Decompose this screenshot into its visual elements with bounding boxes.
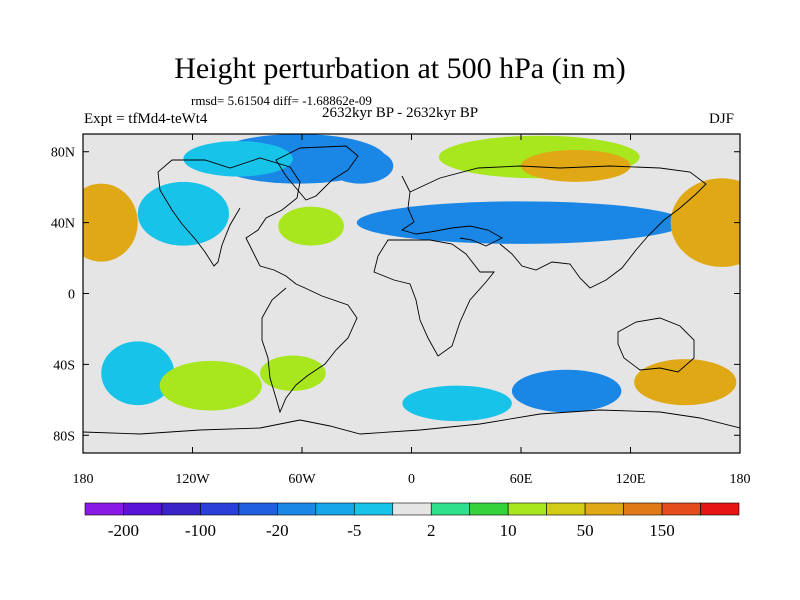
anomaly-south-pacific-high xyxy=(159,360,262,411)
colorbar-box xyxy=(661,502,701,516)
colorbar-label: -100 xyxy=(185,521,216,540)
coast-greenland xyxy=(275,145,359,201)
colorbar-box xyxy=(277,502,317,516)
anomaly-east-pacific-low xyxy=(137,181,229,246)
anomaly-antarctic-peninsula-high xyxy=(260,355,326,391)
x-tick-label: 180 xyxy=(730,472,751,487)
y-tick-label: 0 xyxy=(68,288,75,303)
anomaly-south-indian-low xyxy=(511,369,622,413)
colorbar-box xyxy=(161,502,201,516)
colorbar-box xyxy=(469,502,509,516)
colorbar-box xyxy=(392,502,432,516)
colorbar-box xyxy=(200,502,240,516)
x-tick-label: 60W xyxy=(288,472,316,487)
anomaly-south-atlantic-low xyxy=(402,385,512,422)
colorbar-box xyxy=(546,502,586,516)
colorbar-box xyxy=(507,502,547,516)
colorbar-label: 2 xyxy=(427,521,436,540)
colorbar-label: 50 xyxy=(577,521,594,540)
anomaly-southern-pacific-low xyxy=(101,341,175,406)
anomaly-siberia-high-core xyxy=(521,149,631,182)
anomaly-eurasia-low-band xyxy=(356,201,686,244)
colorbar-box xyxy=(238,502,278,516)
coast-asia xyxy=(409,165,707,289)
colorbar-label: -200 xyxy=(108,521,139,540)
colorbar-box xyxy=(315,502,355,516)
colorbar-box xyxy=(700,502,740,516)
anomaly-australia-south-high xyxy=(634,359,737,406)
coast-north-america xyxy=(157,157,301,285)
x-tick-label: 180 xyxy=(73,472,94,487)
anomaly-dateline-high xyxy=(83,183,138,262)
colorbar-label: -5 xyxy=(347,521,361,540)
colorbar-label: 10 xyxy=(500,521,517,540)
period-label: 2632kyr BP - 2632kyr BP xyxy=(322,105,479,121)
colorbar-box xyxy=(84,502,124,516)
season-label: DJF xyxy=(709,111,735,127)
coast-antarctica xyxy=(83,409,740,435)
coastlines xyxy=(83,145,740,435)
colorbar: -200 -100 -20 -5 2 10 50 150 xyxy=(84,502,740,540)
coast-south-america xyxy=(261,283,358,414)
x-tick-label: 60E xyxy=(510,472,533,487)
anomaly-north-atlantic-high xyxy=(278,206,344,246)
anomaly-labrador-low xyxy=(327,148,394,184)
anomaly-arctic-canada-low xyxy=(183,141,293,177)
stats-label: rmsd= 5.61504 diff= -1.68862e-09 xyxy=(191,93,372,108)
coast-africa xyxy=(373,239,495,357)
anomaly-west-pacific-high xyxy=(670,178,740,267)
colorbar-box xyxy=(430,502,471,516)
colorbar-label: -20 xyxy=(266,521,289,540)
x-tick-label: 0 xyxy=(408,472,415,487)
experiment-label: Expt = tfMd4-teWt4 xyxy=(84,111,208,127)
colorbar-box xyxy=(584,502,624,516)
y-tick-label: 40S xyxy=(53,358,75,373)
y-tick-label: 80N xyxy=(51,146,75,161)
coast-europe xyxy=(400,175,503,247)
chart-title: Height perturbation at 500 hPa (in m) xyxy=(174,52,626,85)
coast-australia xyxy=(617,317,695,373)
colorbar-box xyxy=(623,502,663,516)
y-tick-label: 40N xyxy=(51,217,75,232)
colorbar-label: 150 xyxy=(649,521,675,540)
x-tick-label: 120E xyxy=(616,472,646,487)
axes: 180 120W 60W 0 60E 120E 180 80N 40N 0 40S 80S xyxy=(51,134,751,487)
colorbar-box xyxy=(353,502,394,516)
x-tick-label: 120W xyxy=(175,472,210,487)
y-tick-label: 80S xyxy=(53,429,75,444)
colorbar-box xyxy=(123,502,163,516)
